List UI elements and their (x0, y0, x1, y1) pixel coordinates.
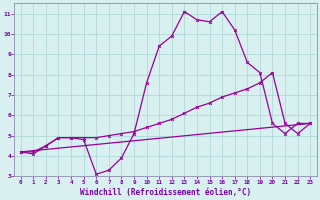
X-axis label: Windchill (Refroidissement éolien,°C): Windchill (Refroidissement éolien,°C) (80, 188, 251, 197)
